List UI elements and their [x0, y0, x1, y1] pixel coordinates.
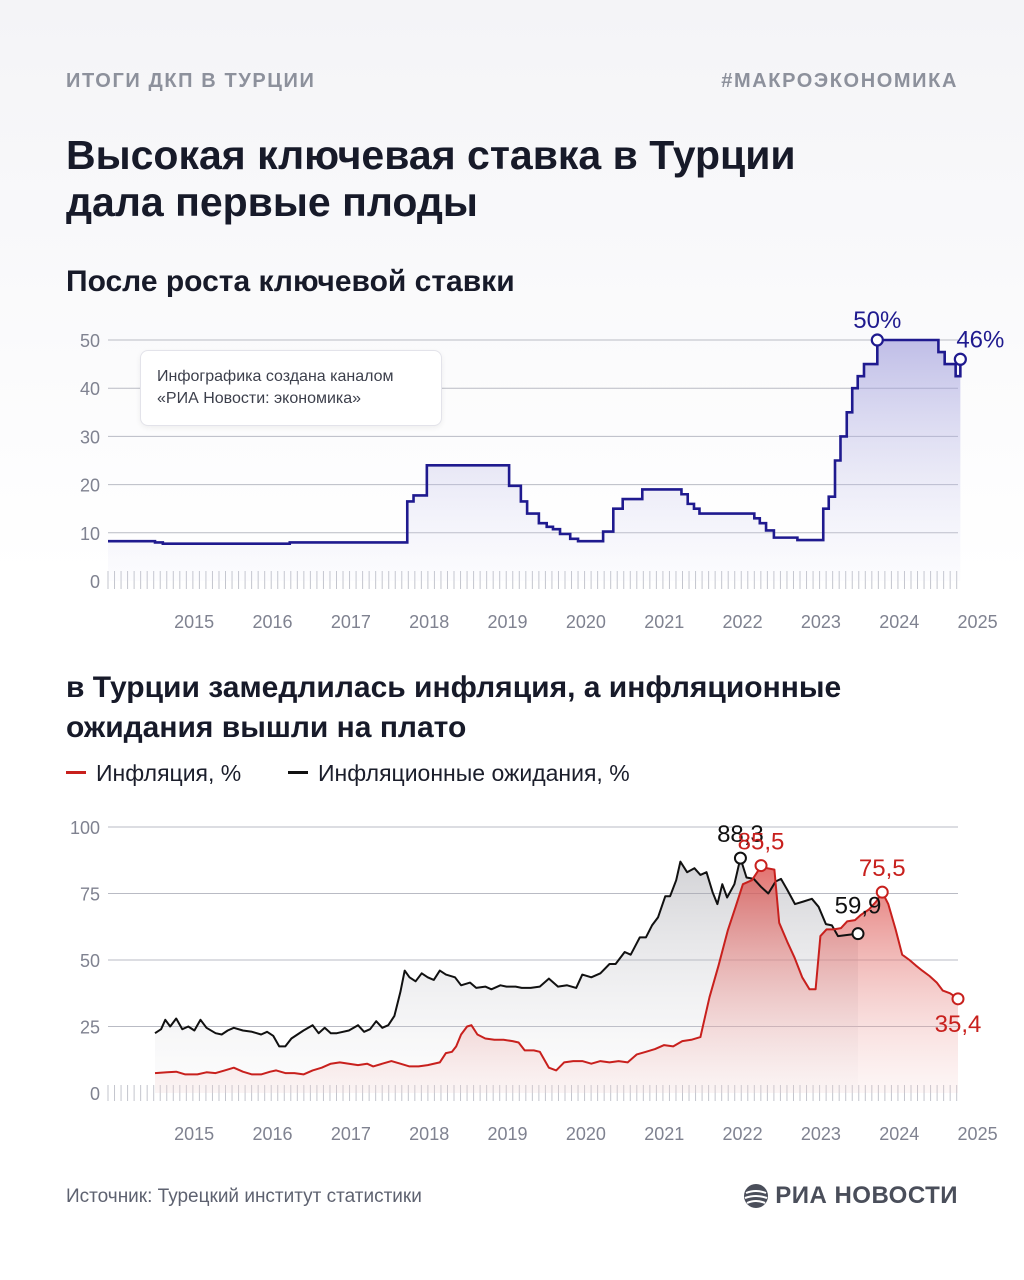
value-marker [754, 859, 768, 873]
chart2-title: в Турции замедлилась инфляция, а инфляци… [66, 671, 842, 744]
y-tick-label: 0 [90, 572, 100, 592]
x-tick-label: 2022 [723, 612, 763, 632]
legend-swatch-inflation [66, 771, 86, 775]
credit-note-line-2: «РИА Новости: экономика» [157, 390, 362, 407]
y-tick-label: 50 [80, 951, 100, 971]
legend-item-inflation: Инфляция, % [66, 760, 241, 787]
value-marker [951, 992, 965, 1006]
x-tick-label: 2023 [801, 612, 841, 632]
x-tick-label: 2017 [331, 1124, 371, 1144]
value-marker [733, 851, 747, 865]
x-tick-label: 2025 [958, 1124, 998, 1144]
y-tick-label: 25 [80, 1018, 100, 1038]
x-tick-label: 2015 [174, 1124, 214, 1144]
inflation-area [155, 865, 958, 1093]
legend-item-expectations: Инфляционные ожидания, % [288, 760, 630, 787]
y-tick-label: 20 [80, 476, 100, 496]
x-tick-label: 2019 [488, 612, 528, 632]
x-tick-label: 2025 [958, 612, 998, 632]
policy-rate-marker [953, 352, 967, 366]
inflation-line [154, 864, 959, 1076]
x-tick-label: 2015 [174, 612, 214, 632]
y-tick-label: 10 [80, 524, 100, 544]
policy-rate-line [108, 338, 962, 545]
hashtag[interactable]: #МАКРОЭКОНОМИКА [721, 70, 958, 92]
policy-rate-chart: 0 10 20 30 40 50 2015 2016 2017 2018 2019 2020 2021 2… [80, 307, 1004, 632]
x-tick-label: 2017 [331, 612, 371, 632]
value-marker [875, 885, 889, 899]
y-tick-label: 40 [80, 379, 100, 399]
y-tick-label: 30 [80, 427, 100, 447]
policy-rate-value-label: 46% [956, 326, 1004, 353]
y-tick-label: 0 [90, 1084, 100, 1104]
main-title: Высокая ключевая ставка в Турции дала пе… [66, 132, 966, 226]
ria-logo[interactable]: РИА НОВОСТИ [743, 1182, 958, 1214]
y-tick-label: 50 [80, 331, 100, 351]
x-tick-label: 2019 [488, 1124, 528, 1144]
credit-note-line-1: Инфографика создана каналом [157, 368, 394, 385]
header-bar: ИТОГИ ДКП В ТУРЦИИ #МАКРОЭКОНОМИКА [66, 70, 958, 98]
title-line-2: дала первые плоды [66, 179, 478, 225]
expectations-area [155, 858, 859, 1093]
legend-label-inflation: Инфляция, % [96, 760, 242, 786]
x-tick-label: 2020 [566, 1124, 606, 1144]
logo-text: РИА НОВОСТИ [775, 1182, 958, 1209]
title-line-1: Высокая ключевая ставка в Турции [66, 132, 796, 178]
credit-note: Инфографика создана каналом «РИА Новости… [140, 350, 442, 426]
ria-globe-icon [744, 1184, 769, 1208]
x-tick-label: 2016 [252, 612, 292, 632]
x-tick-label: 2020 [566, 612, 606, 632]
x-tick-label: 2021 [644, 1124, 684, 1144]
inflation-chart: 0 25 50 75 100 2015 2016 2017 2018 2019 2020 2021 20… [70, 818, 998, 1144]
y-tick-label: 75 [80, 885, 100, 905]
policy-rate-area [108, 340, 961, 581]
x-tick-label: 2021 [644, 612, 684, 632]
y-tick-label: 100 [70, 818, 100, 838]
expectations-line [154, 857, 859, 1048]
value-label: 85,5 [738, 829, 785, 856]
policy-rate-marker [870, 333, 884, 347]
value-label: 59,9 [835, 893, 882, 920]
x-tick-label: 2023 [801, 1124, 841, 1144]
source-note: Источник: Турецкий институт статистики [66, 1186, 422, 1207]
x-tick-label: 2018 [409, 1124, 449, 1144]
legend-swatch-expectations [288, 771, 308, 775]
x-tick-label: 2022 [723, 1124, 763, 1144]
value-label: 75,5 [859, 855, 906, 882]
value-marker [851, 927, 865, 941]
value-label: 88,3 [717, 821, 764, 848]
x-tick-label: 2024 [879, 1124, 919, 1144]
x-tick-label: 2018 [409, 612, 449, 632]
kicker: ИТОГИ ДКП В ТУРЦИИ [66, 70, 316, 92]
x-tick-label: 2024 [879, 612, 919, 632]
policy-rate-value-label: 50% [853, 307, 901, 334]
value-label: 35,4 [935, 1011, 982, 1038]
x-tick-label: 2016 [252, 1124, 292, 1144]
chart1-title: После роста ключевой ставки [66, 265, 515, 298]
legend-label-expectations: Инфляционные ожидания, % [318, 760, 630, 786]
